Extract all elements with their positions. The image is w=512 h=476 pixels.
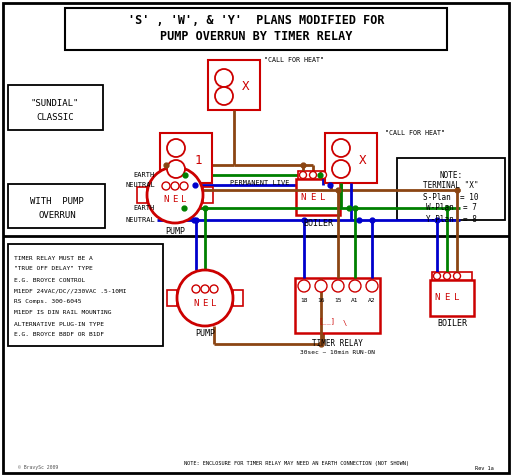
- Text: PUMP OVERRUN BY TIMER RELAY: PUMP OVERRUN BY TIMER RELAY: [160, 30, 352, 43]
- Text: 1: 1: [194, 153, 202, 167]
- Circle shape: [167, 160, 185, 178]
- Circle shape: [332, 160, 350, 178]
- Bar: [8, 244, 163, 346]
- Text: BOILER: BOILER: [437, 319, 467, 328]
- Text: X: X: [242, 80, 250, 93]
- Text: A1: A1: [351, 298, 359, 303]
- Bar: [233, 290, 243, 306]
- Circle shape: [300, 171, 307, 178]
- Bar: [160, 133, 212, 183]
- Circle shape: [332, 139, 350, 157]
- Text: ALTERNATIVE PLUG-IN TYPE: ALTERNATIVE PLUG-IN TYPE: [14, 321, 104, 327]
- Text: TERMINAL "X": TERMINAL "X": [423, 181, 479, 190]
- Text: M1EDF IS DIN RAIL MOUNTING: M1EDF IS DIN RAIL MOUNTING: [14, 310, 112, 316]
- Text: PERMANENT LIVE: PERMANENT LIVE: [230, 180, 290, 186]
- Bar: [432, 272, 472, 280]
- Bar: [325, 133, 377, 183]
- Text: N: N: [434, 294, 440, 303]
- Circle shape: [215, 69, 233, 87]
- Text: L: L: [211, 298, 217, 307]
- Text: A2: A2: [368, 298, 376, 303]
- Text: OVERRUN: OVERRUN: [38, 211, 76, 220]
- Text: E: E: [310, 192, 316, 201]
- Text: TIMER RELAY MUST BE A: TIMER RELAY MUST BE A: [14, 256, 93, 260]
- Text: S-Plan  = 10: S-Plan = 10: [423, 192, 479, 201]
- Circle shape: [332, 280, 344, 292]
- Text: TIMER RELAY: TIMER RELAY: [312, 338, 362, 347]
- Text: NEUTRAL: NEUTRAL: [125, 182, 155, 188]
- Text: RS Comps. 300-6045: RS Comps. 300-6045: [14, 299, 81, 305]
- Circle shape: [210, 285, 218, 293]
- Circle shape: [319, 171, 327, 178]
- Text: CLASSIC: CLASSIC: [36, 112, 74, 121]
- Text: NEUTRAL: NEUTRAL: [125, 217, 155, 223]
- Text: "CALL FOR HEAT": "CALL FOR HEAT": [385, 130, 445, 136]
- Bar: [430, 280, 474, 316]
- Circle shape: [215, 87, 233, 105]
- Text: EARTH: EARTH: [134, 172, 155, 178]
- Bar: [167, 290, 177, 306]
- Bar: [137, 187, 147, 203]
- Circle shape: [315, 280, 327, 292]
- Bar: [203, 187, 213, 203]
- Circle shape: [298, 280, 310, 292]
- Circle shape: [454, 272, 460, 279]
- Circle shape: [180, 182, 188, 190]
- Text: NOTE: ENCLOSURE FOR TIMER RELAY MAY NEED AN EARTH CONNECTION (NOT SHOWN): NOTE: ENCLOSURE FOR TIMER RELAY MAY NEED…: [183, 462, 409, 466]
- Circle shape: [177, 270, 233, 326]
- Text: E: E: [202, 298, 208, 307]
- Text: Y-Plan  = 8: Y-Plan = 8: [425, 215, 477, 224]
- Text: L: L: [181, 196, 187, 205]
- Text: N: N: [163, 196, 168, 205]
- Text: [__]: [__]: [318, 317, 335, 324]
- Text: 'S' , 'W', & 'Y'  PLANS MODIFIED FOR: 'S' , 'W', & 'Y' PLANS MODIFIED FOR: [128, 14, 384, 28]
- Text: E: E: [173, 196, 178, 205]
- Text: "SUNDIAL": "SUNDIAL": [31, 99, 79, 108]
- Circle shape: [171, 182, 179, 190]
- Text: M1EDF 24VAC/DC//230VAC .5-10MI: M1EDF 24VAC/DC//230VAC .5-10MI: [14, 288, 126, 294]
- Circle shape: [147, 167, 203, 223]
- Bar: [397, 158, 505, 220]
- Text: NOTE:: NOTE:: [439, 170, 462, 179]
- Bar: [208, 60, 260, 110]
- Bar: [65, 8, 447, 50]
- Text: PUMP: PUMP: [195, 329, 215, 338]
- Circle shape: [349, 280, 361, 292]
- Bar: [8, 85, 103, 130]
- Text: W-Plan  = 7: W-Plan = 7: [425, 204, 477, 212]
- Text: Rev 1a: Rev 1a: [475, 466, 494, 470]
- Text: N: N: [301, 192, 306, 201]
- Circle shape: [192, 285, 200, 293]
- Text: "CALL FOR HEAT": "CALL FOR HEAT": [264, 57, 324, 63]
- Text: L: L: [321, 192, 326, 201]
- Text: 16: 16: [317, 298, 325, 303]
- Text: L: L: [454, 294, 460, 303]
- Text: X: X: [359, 153, 367, 167]
- Text: \: \: [343, 320, 347, 326]
- Circle shape: [201, 285, 209, 293]
- Text: E.G. BROYCE CONTROL: E.G. BROYCE CONTROL: [14, 278, 86, 282]
- Bar: [296, 179, 340, 215]
- Circle shape: [434, 272, 440, 279]
- Text: N: N: [194, 298, 199, 307]
- Circle shape: [309, 171, 316, 178]
- Bar: [8, 184, 105, 228]
- Circle shape: [443, 272, 451, 279]
- Text: 30sec ~ 10min RUN-ON: 30sec ~ 10min RUN-ON: [300, 350, 374, 356]
- Text: © BravySc 2009: © BravySc 2009: [18, 466, 58, 470]
- Bar: [295, 278, 380, 333]
- Text: PUMP: PUMP: [165, 227, 185, 236]
- Text: E: E: [444, 294, 450, 303]
- Text: E.G. BROYCE B8DF OR B1DF: E.G. BROYCE B8DF OR B1DF: [14, 333, 104, 337]
- Text: EARTH: EARTH: [134, 205, 155, 211]
- Text: 18: 18: [300, 298, 308, 303]
- Circle shape: [162, 182, 170, 190]
- Text: WITH  PUMP: WITH PUMP: [30, 197, 84, 206]
- Circle shape: [167, 139, 185, 157]
- Text: "TRUE OFF DELAY" TYPE: "TRUE OFF DELAY" TYPE: [14, 267, 93, 271]
- Text: BOILER: BOILER: [303, 218, 333, 228]
- Bar: [298, 171, 338, 179]
- Text: 15: 15: [334, 298, 342, 303]
- Circle shape: [366, 280, 378, 292]
